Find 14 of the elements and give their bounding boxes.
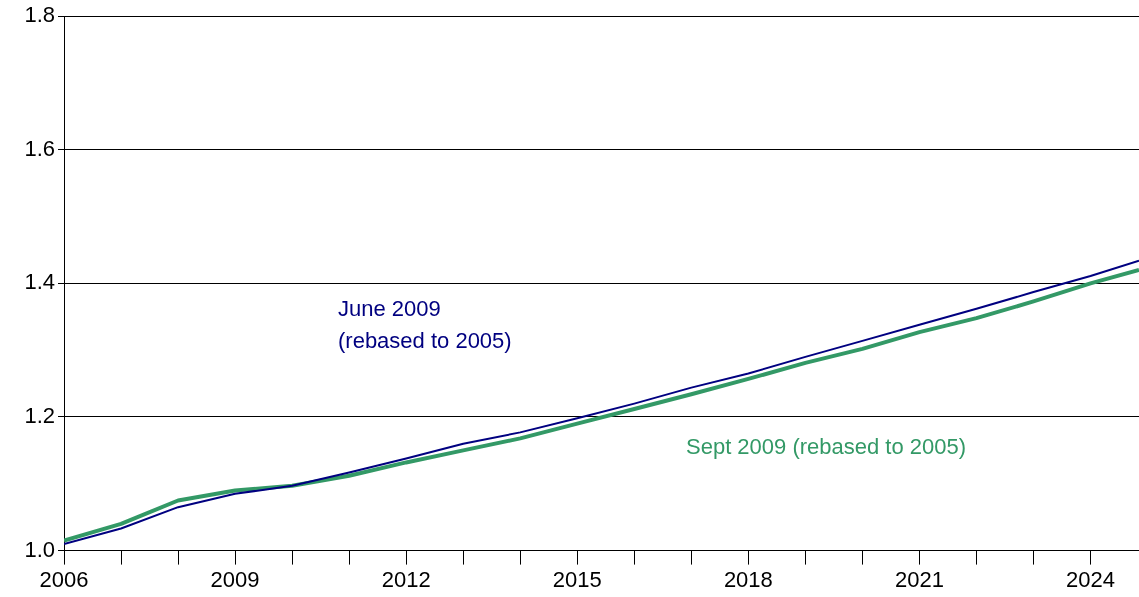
y-tick-label: 1.6 <box>24 135 55 161</box>
y-tick-label: 1.2 <box>24 403 55 429</box>
y-tick-label: 1.0 <box>24 536 55 562</box>
x-tick-label: 2024 <box>1066 566 1115 592</box>
y-tick-label: 1.8 <box>24 2 55 28</box>
y-tick-label: 1.4 <box>24 269 55 295</box>
x-tick-label: 2009 <box>210 566 260 592</box>
x-tick-label: 2012 <box>381 566 431 592</box>
text: June 2009 (rebased to 2005) <box>338 296 512 354</box>
x-tick-label: 2021 <box>894 566 944 592</box>
x-tick-label: 2006 <box>39 566 89 592</box>
series-label: Sept 2009 (rebased to 2005) <box>686 434 967 460</box>
x-tick-label: 2015 <box>552 566 602 592</box>
x-tick-label: 2018 <box>723 566 773 592</box>
